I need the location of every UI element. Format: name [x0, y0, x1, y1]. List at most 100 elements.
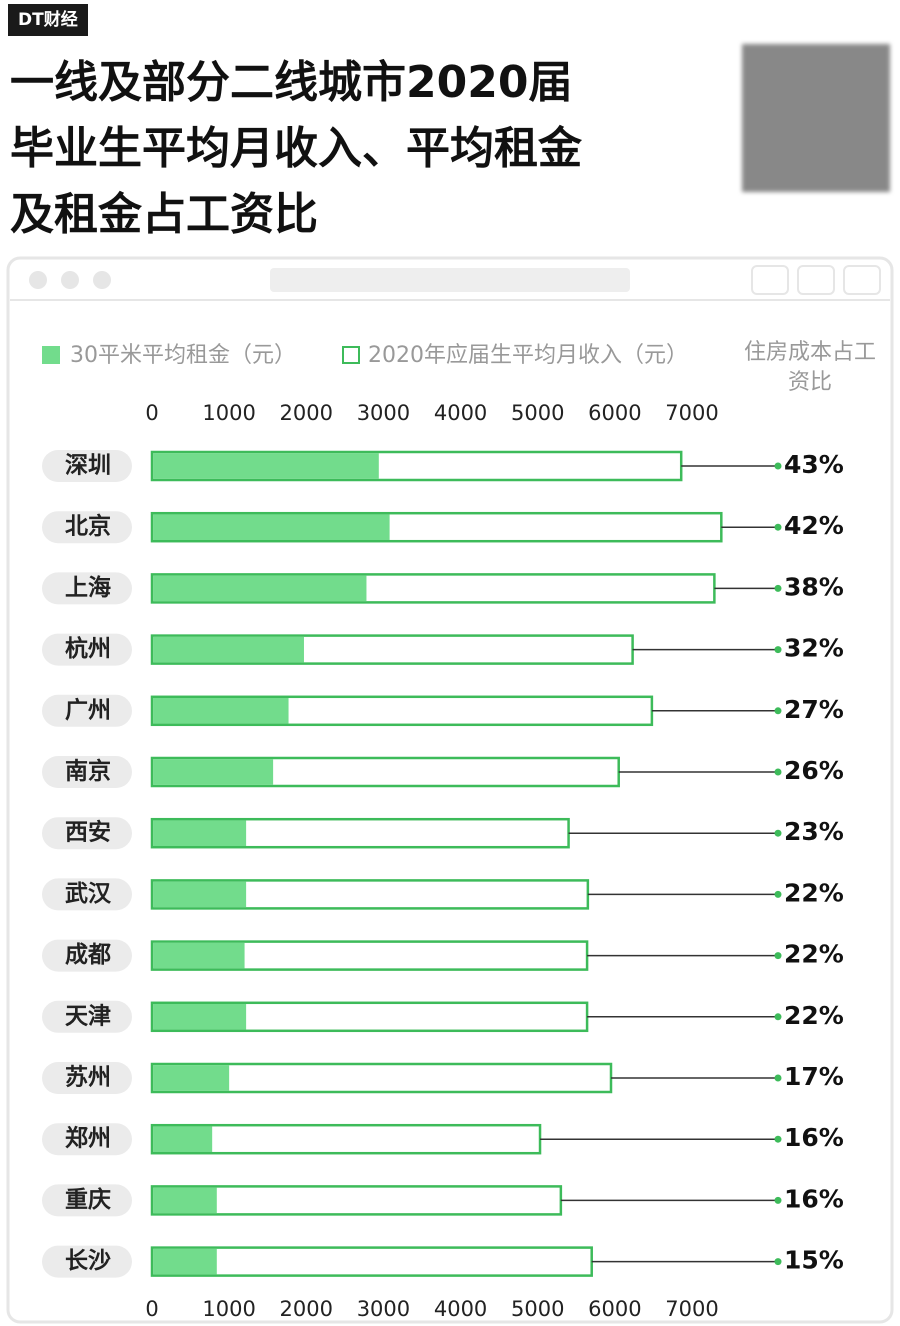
rent-bar	[153, 881, 247, 908]
window-button	[843, 265, 881, 295]
category-pill	[42, 756, 132, 788]
category-pill	[42, 572, 132, 605]
window-button	[751, 265, 789, 295]
ratio-label: 26%	[784, 756, 844, 785]
title: 一线及部分二线城市2020届 毕业生平均月收入、平均租金 及租金占工资比	[10, 50, 582, 248]
x-tick-label: 2000	[280, 1297, 333, 1321]
legend-swatch	[342, 346, 360, 364]
y-tick-label: 广州	[65, 696, 111, 723]
y-tick-label: 深圳	[65, 453, 111, 479]
ratio-label: 17%	[784, 1062, 844, 1091]
rent-bar	[153, 942, 245, 969]
rent-bar	[153, 698, 289, 724]
ratio-label: 22%	[784, 878, 844, 907]
ratio-dot	[774, 1074, 782, 1082]
x-tick-label: 2000	[280, 401, 333, 425]
x-tick-label: 1000	[202, 1297, 255, 1321]
ratio-label: 16%	[784, 1184, 844, 1213]
y-tick-label: 郑州	[65, 1126, 111, 1152]
rent-bar	[153, 1065, 230, 1091]
window-frame	[6, 256, 894, 1324]
ratio-dot	[774, 829, 782, 837]
ratio-dot	[774, 462, 782, 470]
ratio-label: 15%	[784, 1246, 844, 1275]
x-tick-label: 7000	[665, 1297, 718, 1321]
category-pill	[42, 694, 132, 727]
brand-logo: DT财经	[8, 4, 88, 36]
address-bar	[270, 268, 630, 292]
rent-bar	[153, 1004, 247, 1030]
x-tick-label: 6000	[588, 401, 641, 425]
y-tick-label: 重庆	[65, 1186, 111, 1213]
category-pill	[42, 1062, 132, 1094]
y-tick-label: 苏州	[65, 1065, 111, 1091]
title-line: 毕业生平均月收入、平均租金	[10, 123, 582, 174]
rent-bar	[153, 820, 247, 846]
category-pill	[42, 1245, 132, 1278]
category-pill	[42, 511, 132, 544]
x-tick-label: 3000	[357, 1297, 410, 1321]
ratio-label: 22%	[784, 940, 844, 969]
window-dot	[93, 271, 111, 289]
window-dot	[61, 271, 79, 289]
income-bar	[150, 1246, 593, 1277]
rent-bar	[153, 1248, 217, 1275]
y-tick-label: 上海	[65, 574, 111, 601]
y-tick-label: 武汉	[65, 881, 112, 907]
window-dot	[29, 271, 47, 289]
ratio-label: 22%	[784, 1001, 844, 1030]
ratio-label: 42%	[784, 511, 844, 540]
legend-label: 30平米平均租金（元）	[70, 343, 296, 368]
ratio-dot	[774, 768, 782, 776]
rent-bar	[153, 1126, 213, 1152]
ratio-label: 32%	[784, 634, 844, 663]
category-pill	[42, 817, 132, 850]
window-button	[797, 265, 835, 295]
ratio-dot	[774, 523, 782, 531]
rent-bar	[153, 453, 379, 479]
ratio-label: 27%	[784, 695, 844, 724]
x-tick-label: 4000	[434, 1297, 487, 1321]
x-tick-label: 0	[145, 401, 158, 425]
ratio-dot	[774, 1135, 782, 1143]
ratio-dot	[774, 1258, 782, 1266]
title-line: 及租金占工资比	[10, 189, 318, 240]
category-pill	[42, 1000, 132, 1033]
rent-bar	[153, 1187, 217, 1214]
ratio-label: 38%	[784, 572, 844, 601]
income-bar	[150, 1123, 542, 1155]
title-line: 一线及部分二线城市2020届	[10, 57, 573, 108]
ratio-label: 16%	[784, 1123, 844, 1152]
x-tick-label: 5000	[511, 1297, 564, 1321]
legend-label: 住房成本占工资比	[743, 340, 876, 395]
category-pill	[42, 1184, 132, 1217]
y-tick-label: 长沙	[65, 1248, 111, 1274]
ratio-dot	[774, 890, 782, 898]
x-tick-label: 3000	[357, 401, 410, 425]
x-tick-label: 0	[145, 1297, 158, 1321]
y-tick-label: 西安	[65, 819, 111, 846]
y-tick-label: 北京	[65, 513, 111, 540]
rent-bar	[153, 759, 274, 785]
x-tick-label: 7000	[665, 401, 718, 425]
rent-bar	[153, 636, 304, 663]
qr-code	[742, 44, 890, 192]
x-tick-label: 1000	[202, 401, 255, 425]
category-pill	[42, 633, 132, 666]
category-pill	[42, 450, 132, 482]
ratio-dot	[774, 584, 782, 592]
category-pill	[42, 1123, 132, 1156]
ratio-dot	[774, 952, 782, 960]
legend-label: 2020年应届生平均月收入（元）	[368, 343, 688, 368]
y-tick-label: 南京	[65, 758, 111, 785]
ratio-label: 23%	[784, 817, 844, 846]
rent-bar	[153, 514, 390, 540]
category-pill	[42, 878, 132, 911]
y-tick-label: 天津	[65, 1002, 111, 1029]
category-pill	[42, 939, 132, 972]
x-tick-label: 4000	[434, 401, 487, 425]
y-tick-label: 杭州	[65, 635, 111, 662]
x-tick-label: 6000	[588, 1297, 641, 1321]
